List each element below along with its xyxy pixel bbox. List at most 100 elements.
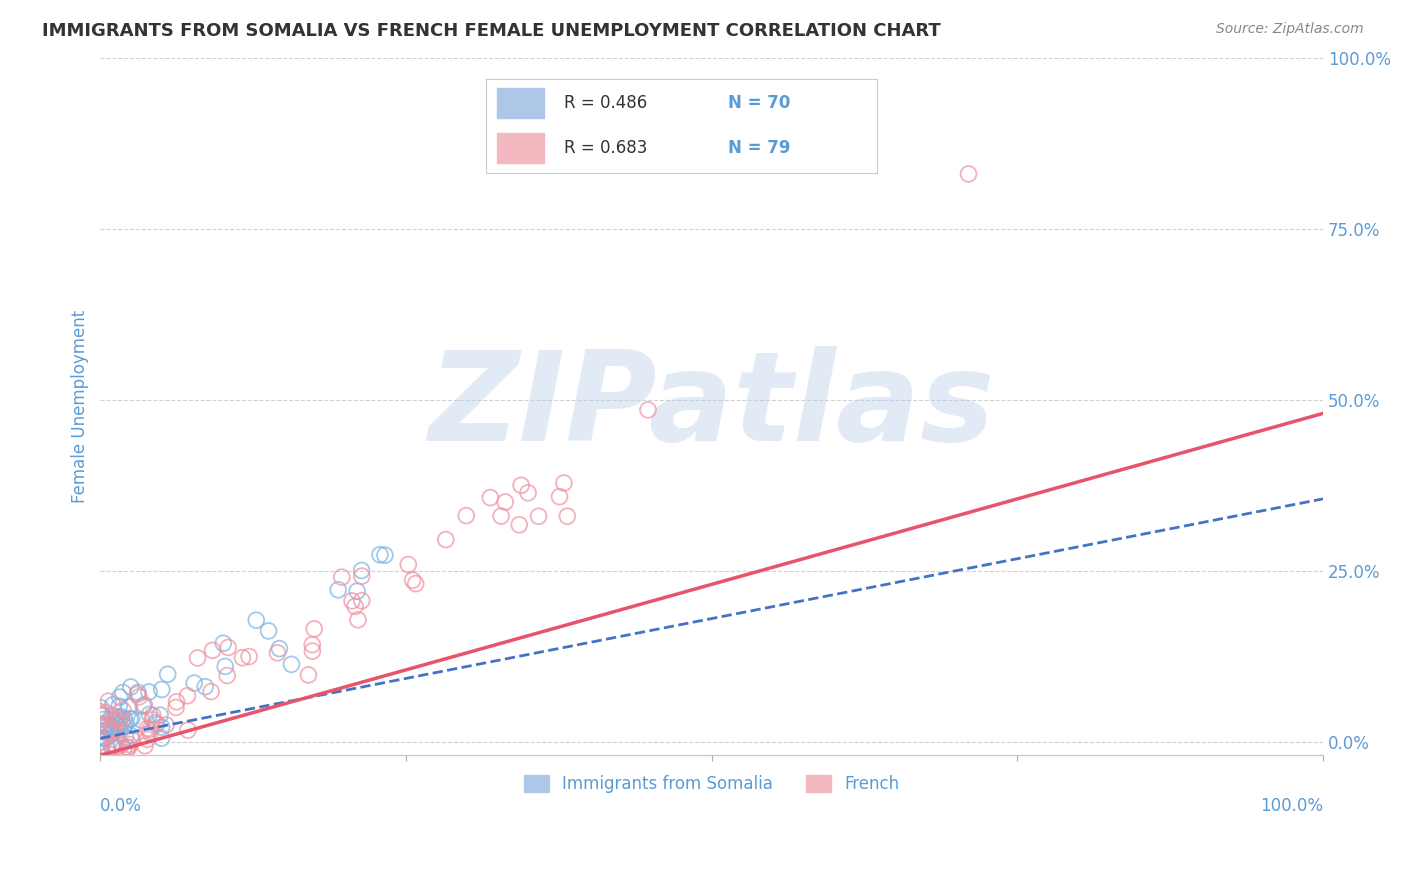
Point — [117, 740, 139, 755]
Point — [269, 641, 291, 656]
Point — [100, 726, 122, 740]
Point — [350, 593, 373, 607]
Point — [90, 718, 112, 732]
Point — [118, 738, 141, 752]
Point — [120, 729, 142, 743]
Point — [112, 712, 135, 726]
Point — [557, 509, 579, 524]
Point — [134, 739, 156, 753]
Point — [396, 558, 419, 572]
Point — [165, 700, 187, 714]
Point — [90, 739, 112, 753]
Point — [508, 517, 530, 532]
Point — [217, 640, 239, 655]
Point — [108, 723, 131, 737]
Point — [103, 714, 125, 729]
Point — [96, 719, 118, 733]
Point — [103, 739, 125, 753]
Point — [105, 718, 128, 732]
Point — [155, 718, 177, 732]
Point — [104, 714, 127, 728]
Point — [548, 490, 571, 504]
Point — [134, 698, 156, 712]
Point — [350, 569, 373, 583]
Legend: Immigrants from Somalia, French: Immigrants from Somalia, French — [517, 768, 907, 799]
Point — [118, 712, 141, 726]
Point — [90, 717, 112, 731]
Point — [145, 717, 167, 731]
Point — [405, 576, 427, 591]
Point — [91, 731, 114, 745]
Point — [194, 680, 217, 694]
Point — [96, 758, 118, 772]
Point — [118, 700, 141, 714]
Point — [510, 478, 533, 492]
Point — [166, 695, 188, 709]
Text: ZIPatlas: ZIPatlas — [429, 346, 995, 467]
Point — [91, 709, 114, 723]
Point — [101, 723, 124, 737]
Text: Source: ZipAtlas.com: Source: ZipAtlas.com — [1216, 22, 1364, 37]
Point — [101, 723, 124, 737]
Point — [517, 485, 540, 500]
Point — [121, 733, 143, 747]
Point — [297, 668, 319, 682]
Point — [434, 533, 457, 547]
Point — [139, 726, 162, 740]
Point — [330, 570, 353, 584]
Point — [131, 713, 153, 727]
Point — [456, 508, 478, 523]
Point — [150, 731, 173, 746]
Point — [238, 649, 260, 664]
Point — [110, 709, 132, 723]
Point — [346, 584, 368, 599]
Point — [142, 713, 165, 727]
Point — [90, 739, 112, 754]
Point — [637, 402, 659, 417]
Point — [374, 548, 396, 562]
Point — [368, 548, 391, 562]
Point — [111, 714, 134, 728]
Point — [479, 491, 502, 505]
Point — [143, 715, 166, 730]
Point — [105, 740, 128, 755]
Point — [138, 685, 160, 699]
Point — [94, 718, 117, 732]
Point — [104, 710, 127, 724]
Point — [108, 690, 131, 705]
Point — [91, 708, 114, 723]
Point — [108, 717, 131, 731]
Point — [114, 717, 136, 731]
Point — [186, 651, 208, 665]
Point — [101, 698, 124, 712]
Point — [489, 509, 512, 524]
Point — [104, 738, 127, 752]
Point — [127, 687, 149, 701]
Point — [301, 644, 323, 658]
Point — [101, 737, 124, 751]
Point — [347, 613, 370, 627]
Point — [110, 738, 132, 752]
Point — [89, 705, 111, 719]
Text: IMMIGRANTS FROM SOMALIA VS FRENCH FEMALE UNEMPLOYMENT CORRELATION CHART: IMMIGRANTS FROM SOMALIA VS FRENCH FEMALE… — [42, 22, 941, 40]
Point — [90, 701, 112, 715]
Point — [103, 713, 125, 727]
Point — [89, 735, 111, 749]
Point — [101, 708, 124, 723]
Point — [94, 731, 117, 746]
Point — [101, 720, 124, 734]
Point — [957, 167, 980, 181]
Point — [108, 711, 131, 725]
Point — [149, 708, 172, 723]
Text: 100.0%: 100.0% — [1260, 797, 1323, 815]
Point — [280, 657, 302, 672]
Point — [139, 723, 162, 737]
Point — [150, 720, 173, 734]
Point — [117, 740, 139, 755]
Point — [553, 475, 575, 490]
Point — [93, 731, 115, 745]
Point — [132, 699, 155, 714]
Point — [344, 599, 367, 614]
Point — [138, 707, 160, 722]
Point — [127, 685, 149, 699]
